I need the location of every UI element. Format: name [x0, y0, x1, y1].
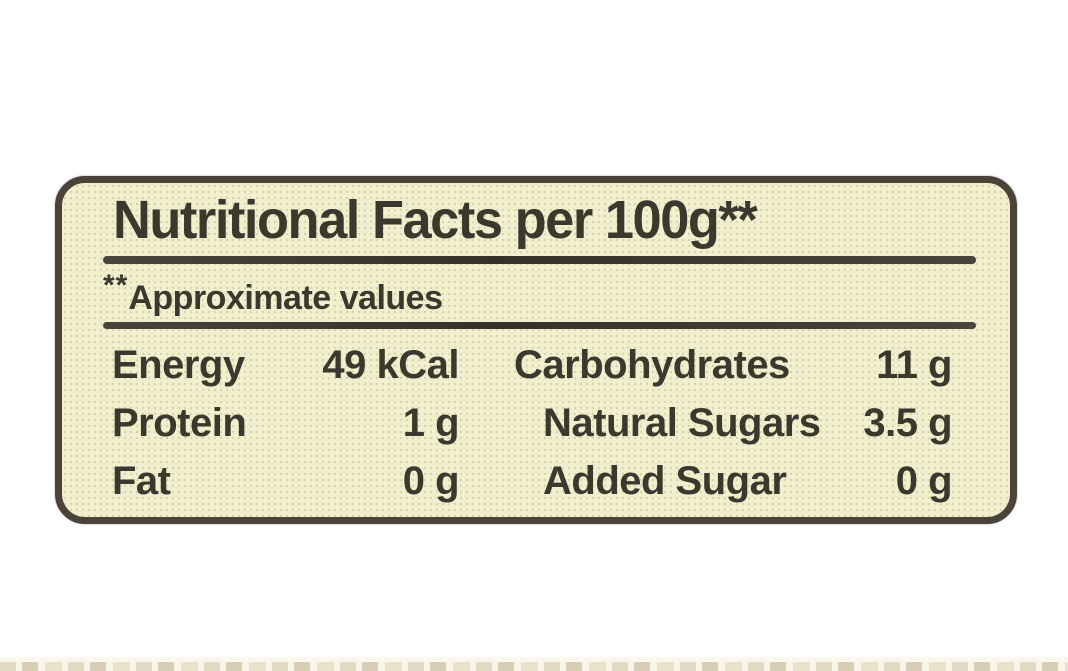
nutrient-value: 49 kCal [322, 343, 459, 387]
table-row-natural-sugars: Natural Sugars 3.5 g [505, 394, 976, 452]
nutrient-name: Fat [112, 459, 171, 503]
nutrition-facts-label: Nutritional Facts per 100g** **Approxima… [55, 176, 1017, 524]
table-row-fat: Fat 0 g [103, 452, 460, 510]
photo-bottom-edge-strip [0, 662, 1068, 671]
nutrition-facts-table: Energy 49 kCal Protein 1 g Fat 0 g Carbo… [103, 336, 976, 510]
nutrient-name: Energy [112, 343, 245, 387]
table-row-added-sugar: Added Sugar 0 g [505, 452, 976, 510]
approximate-values-footnote: **Approximate values [103, 265, 976, 319]
table-row-energy: Energy 49 kCal [103, 336, 459, 394]
footnote-text: Approximate values [128, 279, 443, 317]
facts-column-right: Carbohydrates 11 g Natural Sugars 3.5 g … [505, 336, 976, 510]
footnote-divider-rule [103, 322, 976, 329]
nutrient-value: 0 g [402, 459, 460, 503]
footnote-asterisks: ** [103, 269, 129, 302]
nutrient-name: Carbohydrates [514, 343, 790, 387]
nutrient-name: Added Sugar [543, 459, 787, 503]
table-row-carbohydrates: Carbohydrates 11 g [505, 336, 976, 394]
nutrient-value: 1 g [402, 401, 460, 445]
photo-bottom-fade [0, 657, 1068, 662]
nutrient-name: Natural Sugars [543, 401, 821, 445]
facts-column-left: Energy 49 kCal Protein 1 g Fat 0 g [103, 336, 460, 510]
nutrient-value: 0 g [895, 459, 953, 503]
nutrient-value: 11 g [876, 343, 952, 387]
title-divider-rule [103, 256, 976, 264]
nutrient-name: Protein [112, 401, 247, 445]
nutrition-label-title: Nutritional Facts per 100g** [113, 190, 758, 250]
table-row-protein: Protein 1 g [103, 394, 460, 452]
nutrient-value: 3.5 g [863, 401, 952, 445]
